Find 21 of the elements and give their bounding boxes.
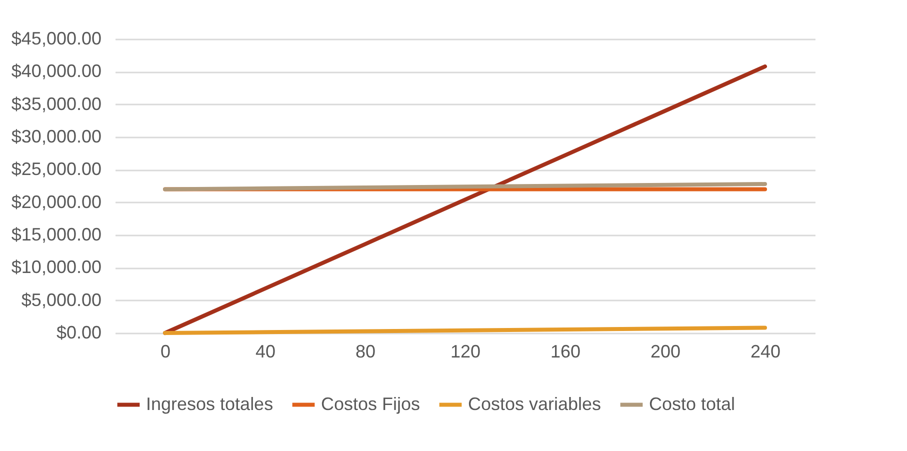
y-tick-label: $20,000.00: [11, 192, 102, 212]
legend-label: Costos variables: [468, 394, 602, 414]
x-tick-label: 80: [355, 342, 376, 362]
y-tick-label: $0.00: [56, 322, 102, 342]
y-tick-label: $35,000.00: [11, 94, 102, 114]
y-tick-label: $30,000.00: [11, 126, 102, 146]
x-tick-label: 240: [750, 342, 781, 362]
y-tick-label: $5,000.00: [21, 290, 102, 310]
y-tick-label: $25,000.00: [11, 159, 102, 180]
x-tick-label: 160: [550, 342, 581, 362]
y-tick-label: $10,000.00: [11, 257, 102, 278]
x-tick-label: 40: [255, 342, 276, 362]
x-tick-label: 120: [450, 342, 481, 362]
y-tick-label: $15,000.00: [11, 224, 102, 244]
legend-label: Ingresos totales: [146, 394, 274, 414]
x-tick-label: 200: [650, 342, 681, 362]
legend-label: Costos Fijos: [321, 394, 420, 414]
y-tick-label: $40,000.00: [11, 61, 102, 82]
x-tick-label: 0: [160, 342, 171, 362]
legend-label: Costo total: [649, 394, 736, 414]
y-tick-label: $45,000.00: [11, 28, 102, 48]
